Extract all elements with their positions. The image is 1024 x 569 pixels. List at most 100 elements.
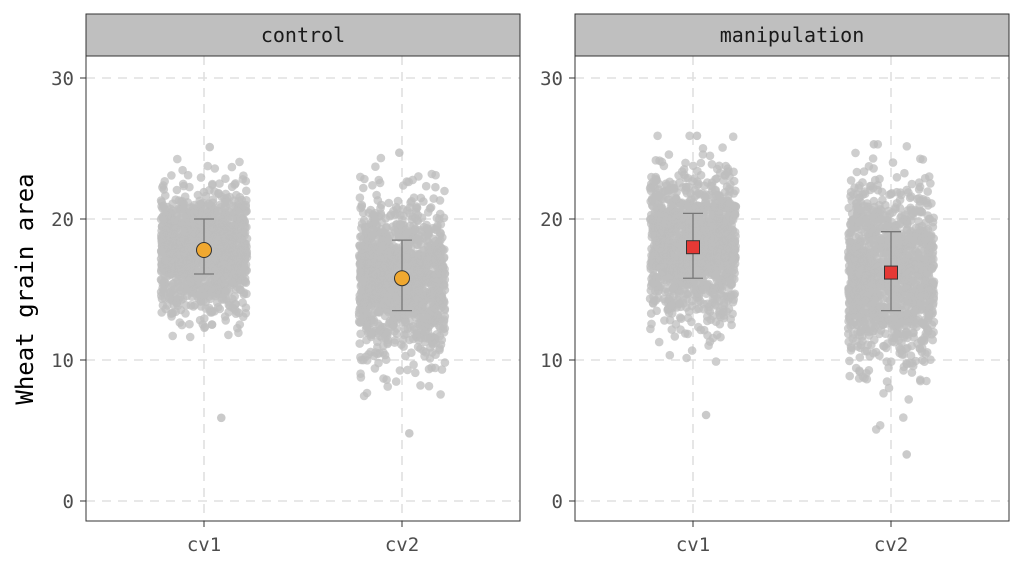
raw-point	[413, 276, 423, 286]
raw-point	[166, 269, 176, 278]
raw-point	[400, 324, 409, 334]
raw-point	[657, 157, 667, 167]
raw-point	[186, 208, 196, 217]
raw-point	[196, 173, 206, 182]
raw-point	[379, 227, 388, 237]
panel-body-control	[86, 56, 520, 521]
raw-point	[193, 275, 202, 284]
raw-point	[436, 236, 445, 245]
raw-point	[241, 265, 251, 275]
raw-point	[649, 296, 659, 305]
raw-point	[681, 186, 690, 195]
raw-point	[712, 330, 722, 340]
raw-point	[383, 244, 393, 254]
raw-point	[355, 339, 365, 348]
raw-point	[664, 271, 674, 280]
raw-point	[425, 298, 435, 308]
raw-point	[242, 196, 251, 205]
raw-point	[884, 383, 894, 393]
raw-point	[229, 251, 238, 261]
raw-point	[239, 171, 248, 180]
raw-point	[432, 223, 442, 232]
raw-point	[390, 297, 400, 307]
raw-point	[405, 236, 414, 246]
raw-point	[656, 209, 666, 218]
raw-point	[192, 291, 202, 301]
raw-point	[698, 261, 708, 270]
raw-point	[187, 250, 197, 260]
raw-point	[425, 309, 435, 319]
raw-point	[667, 301, 677, 310]
raw-point	[656, 229, 666, 239]
raw-point	[203, 161, 212, 171]
raw-point	[240, 222, 250, 232]
raw-point	[241, 278, 251, 287]
raw-point	[654, 337, 664, 347]
raw-point	[373, 196, 383, 205]
raw-point	[392, 209, 402, 219]
raw-point	[411, 313, 420, 322]
raw-point	[183, 226, 192, 235]
raw-point	[159, 215, 168, 224]
raw-point	[391, 377, 401, 386]
raw-point	[178, 165, 187, 175]
raw-point	[730, 289, 740, 299]
raw-point	[173, 301, 183, 310]
raw-point	[845, 371, 854, 381]
raw-point	[884, 363, 893, 373]
raw-point	[413, 342, 423, 352]
raw-point	[242, 186, 251, 196]
raw-point	[208, 179, 217, 189]
raw-point	[698, 150, 708, 159]
raw-point	[712, 191, 721, 200]
raw-point	[435, 196, 445, 205]
raw-point	[428, 234, 438, 244]
strip-manipulation	[574, 13, 1010, 57]
raw-points-cv2	[354, 148, 450, 438]
raw-point	[185, 319, 194, 329]
raw-point	[718, 143, 727, 152]
raw-point	[664, 308, 674, 318]
raw-point	[427, 348, 437, 357]
raw-point	[659, 194, 668, 204]
raw-point	[676, 199, 685, 208]
raw-point	[437, 365, 447, 374]
raw-point	[405, 209, 415, 218]
raw-point	[183, 198, 192, 207]
raw-point	[424, 364, 434, 374]
raw-point	[384, 198, 394, 208]
raw-point	[682, 353, 691, 363]
raw-point	[435, 214, 444, 224]
raw-point	[729, 176, 739, 186]
raw-point	[923, 201, 933, 210]
raw-point	[440, 312, 450, 321]
raw-point	[916, 375, 925, 385]
raw-point	[892, 173, 902, 182]
raw-point	[169, 288, 179, 298]
raw-point	[380, 261, 390, 270]
raw-point	[675, 299, 684, 309]
raw-point	[167, 171, 176, 180]
raw-point	[846, 176, 856, 185]
raw-point	[433, 286, 443, 296]
raw-point	[210, 164, 220, 173]
raw-point	[221, 189, 230, 199]
raw-point	[687, 346, 697, 355]
strip-label-control: control	[261, 23, 345, 47]
raw-point	[219, 229, 228, 238]
raw-point	[356, 329, 365, 339]
raw-point	[404, 298, 413, 308]
raw-point	[714, 214, 723, 223]
raw-point	[401, 351, 410, 361]
raw-point	[356, 253, 365, 263]
raw-point	[219, 218, 228, 227]
raw-point	[364, 350, 373, 359]
raw-point	[703, 178, 712, 187]
raw-point	[167, 241, 177, 250]
raw-point	[404, 429, 414, 438]
raw-point	[228, 278, 237, 288]
raw-point	[389, 317, 398, 326]
raw-point	[182, 262, 191, 271]
raw-point	[232, 231, 242, 241]
raw-point	[358, 279, 367, 289]
